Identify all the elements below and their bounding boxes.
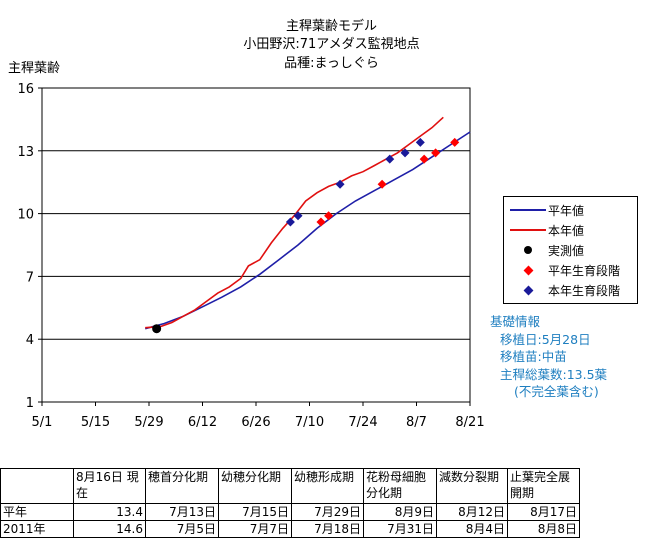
data-point-stage-4 [385, 154, 395, 164]
table-cell: 8月17日 [507, 503, 580, 521]
x-tick-label: 8/21 [455, 415, 484, 430]
legend-item-normal-line: 平年値 [508, 202, 584, 218]
x-tick-label: 5/15 [81, 415, 110, 430]
table-header-cell: 減数分裂期 [436, 468, 508, 504]
info-transplant-date: 移植日:5月28日 [500, 331, 591, 347]
data-point-stage-3 [316, 217, 326, 227]
table-cell: 2011年 [0, 520, 74, 538]
table-header-cell: 止葉完全展開期 [507, 468, 580, 504]
table-header-cell: 穂首分化期 [145, 468, 219, 504]
x-tick-label: 7/10 [295, 415, 324, 430]
info-title: 基礎情報 [490, 314, 541, 329]
growth-stage-table: 8月16日 現在 穂首分化期 幼穂分化期 幼穂形成期 花粉母細胞分化期 減数分裂… [0, 468, 580, 538]
data-point-stage-3 [377, 179, 387, 189]
info-total-leaves: 主稈総葉数:13.5葉 [500, 366, 608, 382]
table-cell: 7月7日 [218, 520, 292, 538]
table-header-cell: 幼穂形成期 [291, 468, 364, 504]
legend-label: 平年値 [548, 203, 585, 218]
chart: 1 4 7 10 13 16 5/1 5/15 5/29 6/12 6/26 7/10 7/24 8/7 8… [8, 61, 485, 430]
y-tick-label: 16 [17, 82, 34, 97]
data-point-stage-3 [419, 154, 429, 164]
table-row-2011: 2011年 14.6 7月5日 7月7日 7月18日 7月31日 8月4日 8月… [0, 520, 580, 538]
legend-item-normal-stage: 平年生育段階 [508, 262, 620, 278]
x-tick-label: 5/1 [32, 415, 53, 430]
info-note: (不完全葉含む) [514, 384, 599, 399]
table-cell: 8月4日 [436, 520, 508, 538]
table-header-row: 8月16日 現在 穂首分化期 幼穂分化期 幼穂形成期 花粉母細胞分化期 減数分裂… [0, 468, 580, 504]
table-cell: 13.4 [73, 503, 146, 521]
table-cell: 7月31日 [363, 520, 437, 538]
x-tick-label: 6/12 [188, 415, 217, 430]
basic-info: 基礎情報 移植日:5月28日 移植苗:中苗 主稈総葉数:13.5葉 (不完全葉含… [490, 313, 607, 401]
table-cell: 8月8日 [507, 520, 580, 538]
data-point-stage-3 [450, 137, 460, 147]
data-point-stage-4 [400, 148, 410, 158]
table-header-cell: 花粉母細胞分化期 [363, 468, 437, 504]
chart-title-line2: 小田野沢:71アメダス監視地点 [243, 37, 420, 52]
table-cell: 平年 [0, 503, 74, 521]
y-tick-label: 4 [26, 333, 34, 348]
table-row-normal: 平年 13.4 7月13日 7月15日 7月29日 8月9日 8月12日 8月1… [0, 503, 580, 521]
legend-item-measured: 実測値 [508, 242, 584, 258]
table-cell: 7月18日 [291, 520, 364, 538]
data-point-stage-4 [335, 179, 345, 189]
table-header-cell [0, 468, 74, 504]
table-cell: 7月15日 [218, 503, 292, 521]
chart-title-line1: 主稈葉齢モデル [285, 19, 377, 34]
x-tick-label: 6/26 [241, 415, 270, 430]
legend: 平年値 本年値 実測値 平年生育段階 本年生育段階 [503, 196, 638, 304]
legend-item-current-stage: 本年生育段階 [508, 282, 620, 298]
legend-label: 平年生育段階 [548, 263, 621, 278]
data-point-stage-4 [293, 211, 303, 221]
table-cell: 8月9日 [363, 503, 437, 521]
data-point-stage-3 [324, 211, 334, 221]
x-tick-label: 7/24 [348, 415, 377, 430]
table-header-cell: 幼穂分化期 [218, 468, 292, 504]
x-tick-label: 8/7 [406, 415, 427, 430]
y-tick-label: 10 [17, 208, 34, 223]
plot-area [41, 87, 471, 403]
chart-title-line3: 品種:まっしぐら [284, 56, 379, 71]
x-tick-label: 5/29 [134, 415, 163, 430]
table-cell: 14.6 [73, 520, 146, 538]
y-tick-label: 7 [26, 270, 34, 285]
legend-label: 本年値 [548, 223, 585, 238]
legend-label: 実測値 [548, 243, 585, 258]
table-cell: 8月12日 [436, 503, 508, 521]
data-point-stage-3 [431, 148, 441, 158]
series-line-0 [144, 131, 471, 330]
y-tick-label: 1 [26, 396, 34, 411]
table-cell: 7月13日 [145, 503, 219, 521]
table-cell: 7月5日 [145, 520, 219, 538]
legend-label: 本年生育段階 [548, 283, 621, 298]
info-seedling-type: 移植苗:中苗 [500, 349, 567, 364]
data-point-stage-4 [415, 137, 425, 147]
data-point-measured [152, 324, 162, 334]
table-header-cell: 8月16日 現在 [73, 468, 146, 504]
table-cell: 7月29日 [291, 503, 364, 521]
y-axis-label: 主稈葉齢 [8, 61, 60, 76]
data-point-stage-4 [285, 217, 295, 227]
y-tick-label: 13 [17, 145, 34, 160]
legend-item-current-line: 本年値 [508, 222, 584, 238]
